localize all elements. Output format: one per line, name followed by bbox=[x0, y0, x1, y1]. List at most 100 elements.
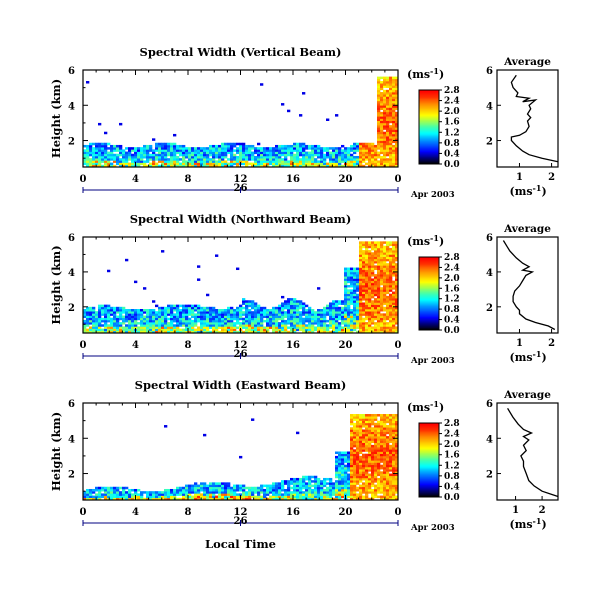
heatmap-cell bbox=[380, 429, 384, 432]
heatmap-cell bbox=[311, 144, 315, 148]
heatmap-cell bbox=[95, 326, 99, 329]
heatmap-cell bbox=[119, 328, 123, 332]
heatmap-cell bbox=[275, 162, 279, 166]
heatmap-cell bbox=[359, 291, 363, 295]
heatmap-cell bbox=[110, 488, 114, 492]
heatmap-cell bbox=[371, 491, 375, 494]
heatmap-cell bbox=[107, 304, 111, 308]
heatmap-cell bbox=[188, 153, 192, 157]
heatmap-cell bbox=[380, 269, 384, 273]
heatmap-cell bbox=[311, 328, 315, 332]
heatmap-cell bbox=[200, 147, 204, 150]
heatmap-cell bbox=[392, 131, 396, 135]
heatmap-cell bbox=[179, 322, 183, 325]
heatmap-cell bbox=[389, 147, 393, 150]
heatmap-cell bbox=[152, 322, 156, 325]
heatmap-cell bbox=[281, 328, 285, 332]
heatmap-cell bbox=[302, 160, 306, 163]
colorbar-step bbox=[419, 474, 439, 477]
colorbar-step bbox=[419, 480, 439, 483]
colorbar-step bbox=[419, 145, 439, 148]
heatmap-cell bbox=[353, 309, 357, 312]
heatmap-cell bbox=[389, 127, 393, 130]
heatmap-cell bbox=[365, 497, 369, 501]
heatmap-cell bbox=[392, 427, 396, 430]
heatmap-cell bbox=[341, 309, 345, 312]
heatmap-cell bbox=[389, 162, 393, 166]
heatmap-cell bbox=[230, 326, 234, 329]
heatmap-cell bbox=[263, 330, 267, 334]
heatmap-cell bbox=[395, 105, 399, 108]
heatmap-cell bbox=[122, 151, 126, 155]
x-tick-label: 0 bbox=[395, 174, 402, 185]
colorbar-step bbox=[419, 316, 439, 319]
heatmap-cell bbox=[359, 302, 363, 305]
heatmap-cell bbox=[122, 155, 126, 159]
heatmap-cell bbox=[395, 302, 399, 305]
heatmap-cell bbox=[389, 76, 393, 80]
heatmap-cell bbox=[347, 495, 351, 499]
heatmap-cell bbox=[149, 322, 153, 325]
heatmap-cell bbox=[101, 488, 105, 492]
heatmap-cell bbox=[341, 486, 345, 490]
heatmap-cell bbox=[122, 497, 126, 501]
heatmap-cell bbox=[302, 326, 306, 329]
heatmap-cell bbox=[380, 125, 384, 128]
heatmap-cell bbox=[317, 287, 321, 290]
heatmap-cell bbox=[248, 158, 252, 161]
heatmap-cell bbox=[374, 302, 378, 305]
date-label: Apr 2003 bbox=[410, 356, 455, 366]
heatmap-cell bbox=[215, 486, 219, 490]
heatmap-cell bbox=[359, 158, 363, 161]
heatmap-cell bbox=[329, 147, 333, 150]
heatmap-cell bbox=[206, 309, 210, 312]
heatmap-cell bbox=[290, 158, 294, 161]
heatmap-cell bbox=[344, 300, 348, 303]
x-tick-label: 0 bbox=[395, 340, 402, 351]
heatmap-cell bbox=[218, 147, 222, 150]
heatmap-cell bbox=[149, 162, 153, 166]
heatmap-cell bbox=[377, 455, 381, 459]
heatmap-cell bbox=[395, 122, 399, 126]
heatmap-cell bbox=[371, 295, 375, 299]
heatmap-cell bbox=[389, 317, 393, 321]
colorbar-tick-label: 1.6 bbox=[444, 118, 460, 128]
heatmap-cell bbox=[242, 313, 246, 316]
heatmap-cell bbox=[353, 276, 357, 279]
heatmap-cell bbox=[359, 271, 363, 275]
heatmap-cell bbox=[227, 324, 231, 327]
heatmap-cell bbox=[194, 153, 198, 157]
heatmap-cell bbox=[374, 462, 378, 466]
heatmap-cell bbox=[140, 328, 144, 332]
heatmap-cell bbox=[200, 162, 204, 166]
heatmap-cell bbox=[296, 477, 300, 481]
heatmap-cell bbox=[128, 497, 132, 501]
heatmap-cell bbox=[293, 160, 297, 163]
heatmap-cell bbox=[383, 464, 387, 468]
heatmap-cell bbox=[293, 326, 297, 329]
heatmap-cell bbox=[365, 460, 369, 463]
heatmap-cell bbox=[275, 149, 279, 152]
heatmap-cell bbox=[368, 265, 372, 268]
colorbar-step bbox=[419, 319, 439, 321]
heatmap-cell bbox=[185, 149, 189, 152]
heatmap-cell bbox=[170, 142, 174, 146]
heatmap-cell bbox=[137, 311, 141, 314]
colorbar-step bbox=[419, 140, 439, 143]
heatmap-cell bbox=[98, 317, 102, 321]
heatmap-cell bbox=[260, 497, 264, 501]
heatmap-cell bbox=[341, 144, 345, 148]
heatmap-cell bbox=[206, 164, 210, 168]
heatmap-cell bbox=[302, 330, 306, 334]
heatmap-cell bbox=[143, 328, 147, 332]
heatmap-cell bbox=[98, 164, 102, 168]
heatmap-cell bbox=[362, 328, 366, 332]
colorbar-step bbox=[419, 147, 439, 150]
heatmap-cell bbox=[368, 422, 372, 426]
heatmap-cell bbox=[317, 155, 321, 159]
heatmap-cell bbox=[134, 326, 138, 329]
heatmap-cell bbox=[248, 324, 252, 327]
heatmap-cell bbox=[86, 313, 90, 316]
heatmap-cell bbox=[128, 322, 132, 325]
heatmap-cell bbox=[335, 484, 339, 488]
